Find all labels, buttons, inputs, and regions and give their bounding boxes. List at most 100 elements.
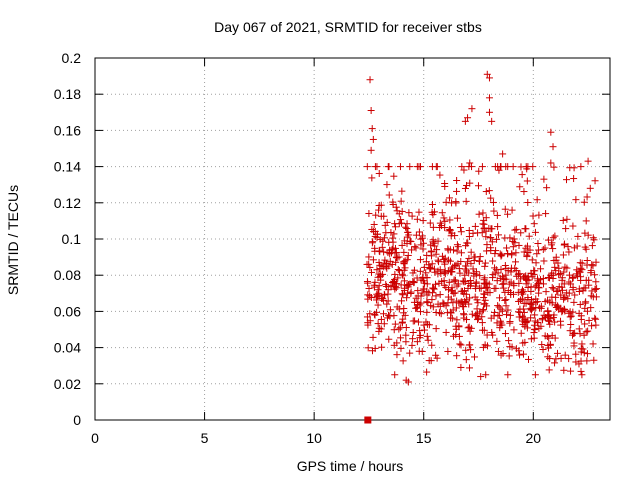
data-point bbox=[398, 319, 406, 327]
data-point bbox=[401, 257, 409, 265]
data-point bbox=[435, 258, 443, 266]
data-point bbox=[433, 354, 441, 362]
data-point bbox=[465, 226, 473, 234]
data-point bbox=[429, 284, 437, 292]
data-point bbox=[521, 322, 529, 330]
data-point bbox=[580, 349, 588, 357]
plot-frame bbox=[94, 57, 611, 421]
data-point bbox=[399, 272, 407, 280]
data-point bbox=[481, 280, 489, 288]
data-point bbox=[366, 292, 374, 300]
data-point bbox=[574, 232, 582, 240]
data-point bbox=[516, 270, 524, 278]
data-point bbox=[415, 208, 423, 216]
data-point bbox=[495, 166, 503, 174]
data-point bbox=[408, 341, 416, 349]
data-point bbox=[516, 183, 524, 191]
data-point bbox=[557, 321, 565, 329]
data-point bbox=[492, 247, 500, 255]
data-point bbox=[432, 280, 440, 288]
square-marker bbox=[364, 416, 372, 424]
data-point bbox=[428, 260, 436, 268]
data-point bbox=[409, 269, 417, 277]
data-point bbox=[396, 324, 404, 332]
data-point bbox=[387, 229, 395, 237]
data-point bbox=[551, 359, 559, 367]
data-point bbox=[416, 267, 424, 275]
data-point bbox=[519, 314, 527, 322]
data-point bbox=[436, 171, 444, 179]
data-point bbox=[533, 250, 541, 258]
data-point bbox=[467, 280, 475, 288]
data-point bbox=[512, 345, 520, 353]
data-point bbox=[418, 232, 426, 240]
data-point bbox=[384, 290, 392, 298]
data-point bbox=[560, 305, 568, 313]
grid-lines bbox=[95, 58, 610, 420]
data-point bbox=[487, 244, 495, 252]
data-point bbox=[483, 70, 491, 78]
data-point bbox=[520, 299, 528, 307]
data-point bbox=[489, 257, 497, 265]
y-tick-label: 0.12 bbox=[54, 195, 81, 211]
data-point bbox=[429, 236, 437, 244]
data-point bbox=[465, 323, 473, 331]
data-point bbox=[519, 350, 527, 358]
data-point bbox=[576, 259, 584, 267]
data-point bbox=[546, 355, 554, 363]
data-point bbox=[390, 230, 398, 238]
data-point bbox=[533, 275, 541, 283]
data-point bbox=[370, 310, 378, 318]
data-point bbox=[490, 284, 498, 292]
data-point bbox=[483, 247, 491, 255]
data-point bbox=[393, 253, 401, 261]
data-point bbox=[426, 219, 434, 227]
data-point bbox=[416, 327, 424, 335]
data-point bbox=[465, 364, 473, 372]
data-point bbox=[582, 217, 590, 225]
data-point bbox=[588, 287, 596, 295]
data-point bbox=[403, 294, 411, 302]
data-point bbox=[378, 295, 386, 303]
data-point bbox=[578, 340, 586, 348]
data-point bbox=[583, 193, 591, 201]
data-point bbox=[374, 301, 382, 309]
data-point bbox=[571, 291, 579, 299]
data-point bbox=[440, 214, 448, 222]
x-tick-label: 15 bbox=[416, 430, 432, 446]
data-point bbox=[566, 327, 574, 335]
data-point bbox=[518, 171, 526, 179]
data-point bbox=[581, 229, 589, 237]
data-point bbox=[433, 163, 441, 171]
data-point bbox=[446, 225, 454, 233]
data-point bbox=[523, 165, 531, 173]
data-point bbox=[483, 241, 491, 249]
data-point bbox=[444, 256, 452, 264]
data-point bbox=[414, 318, 422, 326]
data-point bbox=[368, 174, 376, 182]
data-point bbox=[374, 286, 382, 294]
data-point bbox=[533, 196, 541, 204]
data-point bbox=[592, 315, 600, 323]
data-point bbox=[504, 306, 512, 314]
data-point bbox=[470, 353, 478, 361]
y-tick-label: 0.2 bbox=[62, 50, 82, 66]
data-point bbox=[558, 274, 566, 282]
data-point bbox=[470, 272, 478, 280]
x-tick-label: 20 bbox=[526, 430, 542, 446]
data-point bbox=[565, 248, 573, 256]
data-point bbox=[497, 351, 505, 359]
data-point bbox=[544, 307, 552, 315]
data-point bbox=[524, 198, 532, 206]
data-point bbox=[510, 280, 518, 288]
data-point bbox=[531, 311, 539, 319]
data-point bbox=[478, 326, 486, 334]
data-point bbox=[519, 339, 527, 347]
data-point bbox=[416, 256, 424, 264]
data-point bbox=[446, 226, 454, 234]
data-point bbox=[485, 94, 493, 102]
data-point bbox=[584, 327, 592, 335]
data-point bbox=[525, 232, 533, 240]
data-point bbox=[368, 125, 376, 133]
data-point bbox=[523, 253, 531, 261]
